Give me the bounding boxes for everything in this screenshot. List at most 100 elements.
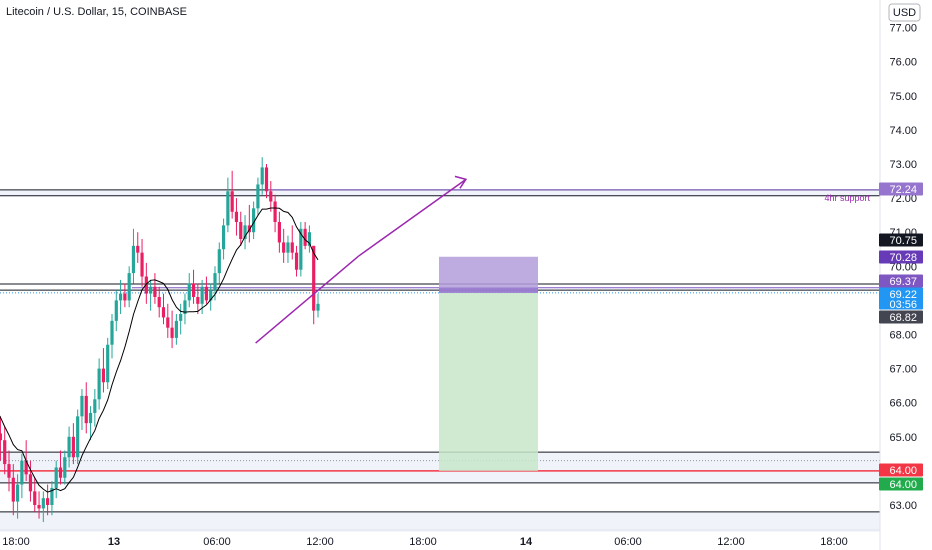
price-tick-label: 68.00 (889, 330, 917, 342)
candle-body (179, 314, 183, 321)
candle-body (33, 491, 37, 505)
candle-body (247, 225, 251, 233)
price-tick-label: 67.00 (889, 364, 917, 376)
drawings-layer[interactable]: 4hr support (255, 175, 871, 344)
price-tick-label: 66.00 (889, 398, 917, 410)
support-annotation: 4hr support (824, 193, 870, 203)
candle-body (157, 296, 161, 308)
candles-layer (0, 157, 320, 523)
candle-body (299, 228, 303, 270)
candle-body (50, 487, 54, 505)
time-tick-label: 18:00 (2, 536, 30, 548)
candle-body (187, 283, 191, 301)
resistance-zone (0, 189, 880, 196)
candle-body (256, 184, 260, 209)
time-tick-label: 14 (520, 536, 533, 548)
price-tick-label: 65.00 (889, 432, 917, 444)
price-tag-box (879, 477, 923, 491)
currency-label: USD (893, 7, 916, 19)
candle-body (63, 457, 67, 478)
candle-body (217, 249, 221, 274)
candle-body (196, 296, 200, 304)
price-tag-label: 68.82 (889, 312, 917, 324)
currency-button[interactable]: USD (888, 3, 921, 22)
candle-body (149, 286, 153, 294)
candle-body (24, 460, 28, 475)
time-tick-label: 06:00 (614, 536, 642, 548)
candle-body (20, 460, 24, 485)
candle-body (230, 191, 234, 212)
candle-body (76, 416, 80, 458)
candle-body (290, 242, 294, 253)
candle-body (191, 283, 196, 297)
price-axis[interactable]: 63.0064.0065.0066.0067.0068.0069.0070.00… (889, 23, 917, 512)
candle-body (118, 293, 123, 301)
candle-body (282, 242, 286, 253)
candle-body (234, 211, 239, 222)
price-tag-box (879, 463, 923, 477)
position-tool[interactable] (439, 256, 538, 471)
candle-body (97, 368, 101, 400)
time-axis[interactable]: 18:00 13 06:00 12:00 18:00 14 06:00 12:00 18:00 (2, 536, 848, 548)
candle-body (200, 286, 204, 304)
price-tag-box (879, 233, 923, 247)
price-tag-box (879, 287, 923, 310)
candle-body (277, 221, 281, 243)
take-profit-zone (439, 292, 538, 471)
price-tag-box (879, 250, 923, 264)
price-tick-label: 70.00 (889, 261, 917, 273)
candle-body (58, 467, 63, 478)
candle-body (37, 505, 41, 509)
candle-body (239, 221, 243, 240)
price-tag-box (879, 310, 923, 324)
price-tick-label: 77.00 (889, 23, 917, 35)
candle-body (80, 395, 84, 417)
candle-body (7, 464, 11, 478)
candle-body (67, 436, 71, 458)
candle-body (110, 320, 114, 345)
chart-title: Litecoin / U.S. Dollar, 15, COINBASE (6, 6, 187, 18)
candle-body (273, 201, 277, 222)
time-tick-label: 18:00 (820, 536, 848, 548)
candle-body (41, 498, 45, 509)
countdown-label: 03:56 (889, 299, 917, 311)
moving-average-line (0, 207, 319, 493)
time-tick-label: 12:00 (306, 536, 334, 548)
candle-body (252, 208, 256, 233)
candle-body (11, 477, 15, 502)
candle-body (54, 467, 58, 488)
candle-body (209, 290, 213, 301)
candle-body (106, 344, 110, 383)
price-tag-label: 64.00 (889, 479, 917, 491)
candle-body (303, 228, 307, 246)
candle-body (131, 245, 136, 274)
candle-body (221, 225, 226, 250)
candle-body (88, 412, 93, 424)
price-tick-label: 72.00 (889, 193, 917, 205)
trendline (255, 255, 360, 344)
price-tag-label: 70.75 (889, 235, 917, 247)
candle-body (166, 317, 170, 328)
price-tag-box (879, 182, 923, 196)
entry-band (439, 287, 538, 293)
candle-body (144, 276, 148, 294)
candle-body (123, 293, 127, 301)
candle-body (84, 395, 88, 424)
candle-body (286, 242, 290, 253)
price-tick-label: 76.00 (889, 57, 917, 69)
price-tag-label: 70.28 (889, 252, 917, 264)
projection-arrow-line (358, 178, 467, 257)
candle-body (15, 484, 20, 502)
candle-body (127, 273, 131, 301)
candle-body (46, 498, 50, 505)
price-tick-label: 63.00 (889, 500, 917, 512)
time-tick-label: 18:00 (409, 536, 437, 548)
price-tag-label: 64.00 (889, 465, 917, 477)
candle-body (213, 273, 217, 291)
projection-arrow-head (454, 175, 468, 189)
candle-body (307, 232, 312, 246)
candle-body (170, 327, 174, 338)
time-tick-label: 12:00 (717, 536, 745, 548)
